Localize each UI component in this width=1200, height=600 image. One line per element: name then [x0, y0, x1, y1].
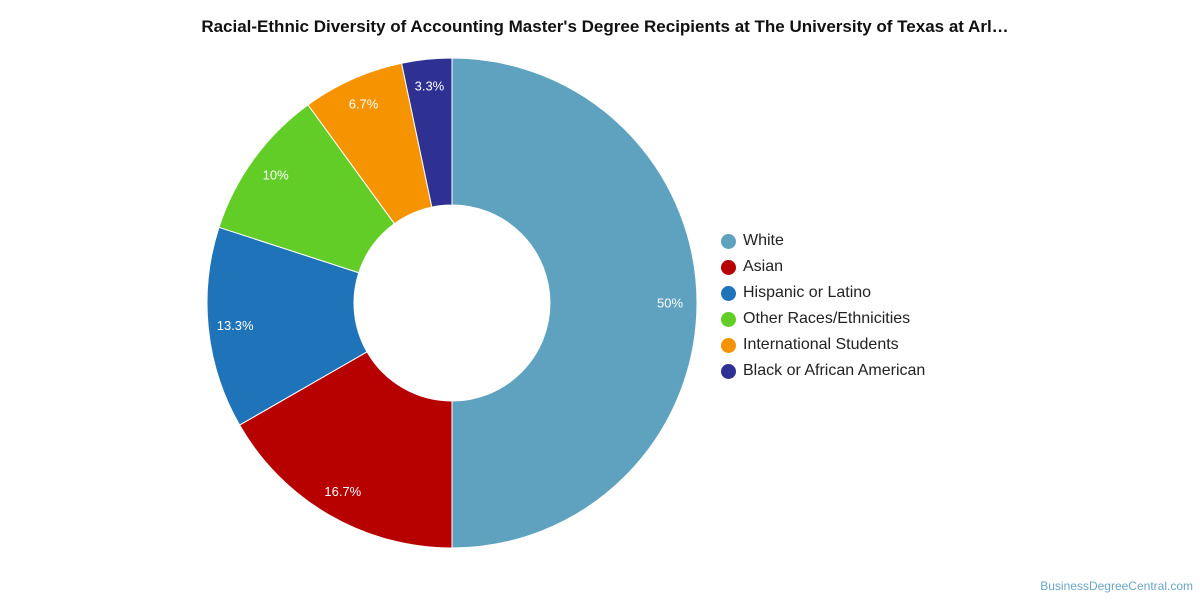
slice-value-label: 50%	[657, 296, 683, 311]
legend-swatch	[721, 311, 736, 327]
slice-hispanic-or-latino	[206, 226, 368, 426]
donut-slice-labels: 50% 16.7% 13.3% 10% 6.7% 3.3%	[217, 79, 684, 500]
legend-label: International Students	[743, 336, 899, 353]
slice-value-label: 6.7%	[349, 96, 379, 111]
chart-legend: White Asian Hispanic or Latino Other Races/…	[721, 228, 925, 384]
legend-swatch	[721, 337, 736, 353]
chart-title: Racial-Ethnic Diversity of Accounting Ma…	[201, 17, 1009, 36]
legend-item: Asian	[721, 254, 925, 280]
legend-swatch	[721, 233, 736, 249]
slice-white	[451, 57, 698, 549]
legend-label: Other Races/Ethnicities	[743, 310, 911, 327]
legend-item: Other Races/Ethnicities	[721, 306, 925, 332]
legend-swatch	[721, 285, 736, 301]
slice-black-or-african-american	[400, 57, 453, 208]
legend-item: International Students	[721, 332, 925, 358]
slice-asian	[238, 351, 453, 549]
watermark: BusinessDegreeCentral.com	[1040, 579, 1193, 593]
legend-swatch	[721, 259, 736, 275]
slice-value-label: 16.7%	[324, 484, 361, 499]
slice-value-label: 3.3%	[415, 79, 445, 94]
legend-item: White	[721, 228, 925, 254]
legend-item: Black or African American	[721, 358, 925, 384]
legend-swatch	[721, 363, 736, 379]
legend-label: White	[743, 232, 784, 249]
legend-label: Hispanic or Latino	[743, 284, 872, 301]
donut-slices	[206, 57, 698, 549]
slice-value-label: 10%	[263, 167, 289, 182]
legend-label: Black or African American	[743, 362, 926, 379]
slice-value-label: 13.3%	[217, 318, 254, 333]
legend-item: Hispanic or Latino	[721, 280, 925, 306]
legend-label: Asian	[743, 258, 784, 275]
